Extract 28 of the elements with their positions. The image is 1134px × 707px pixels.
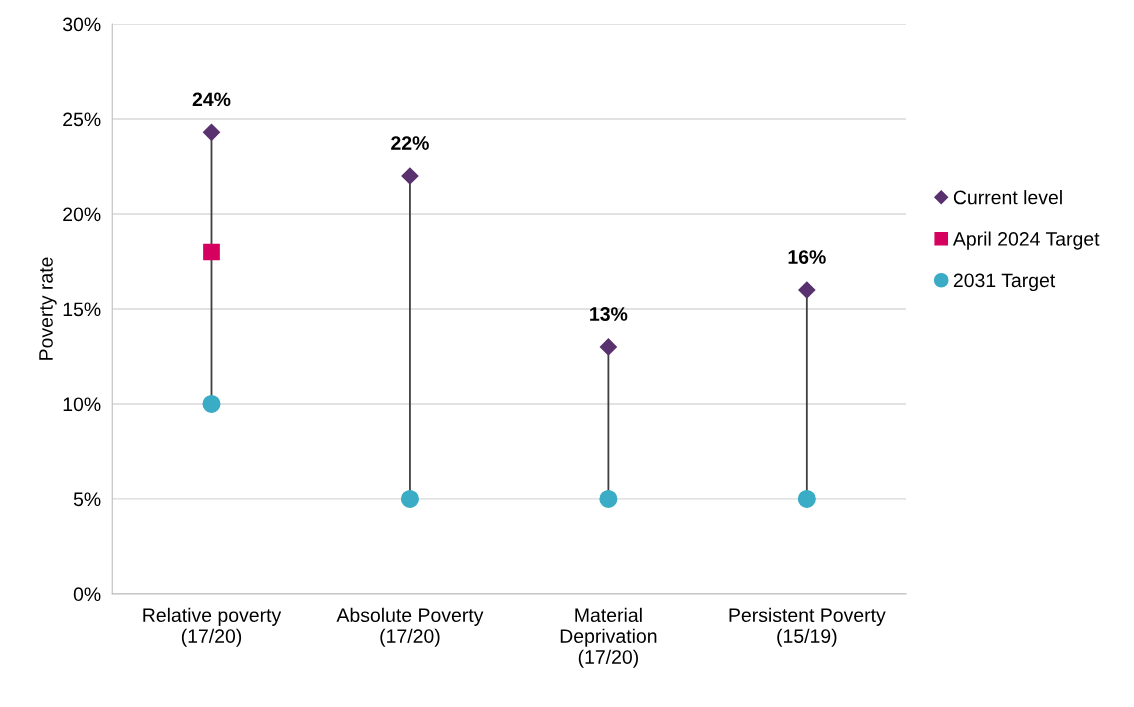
point: [203, 243, 220, 261]
point: [798, 281, 816, 299]
y-axis-title: Poverty rate: [39, 257, 57, 360]
point: [599, 338, 617, 356]
y-tick-label: 5%: [73, 492, 101, 507]
y-tick-label: 15%: [63, 302, 101, 317]
point: [202, 123, 221, 141]
data-label: 13%: [590, 307, 628, 321]
data-label: 22%: [391, 136, 429, 150]
data-label: 24%: [192, 92, 231, 107]
legend-label: Current level: [953, 190, 1062, 205]
y-tick-label: 25%: [63, 112, 101, 127]
point: [797, 489, 816, 508]
y-tick-label: 0%: [73, 587, 101, 602]
point: [599, 489, 618, 508]
x-tick-label: Persistent Poverty (15/19): [729, 607, 886, 647]
x-tick-label: Absolute Poverty (17/20): [336, 607, 484, 647]
x-tick-label: Relative poverty (17/20): [143, 607, 282, 647]
legend-label: April 2024 Target: [952, 231, 1100, 250]
point: [400, 489, 419, 508]
x-tick-label: Material Deprivation (17/20): [560, 607, 657, 668]
data-label: 16%: [788, 250, 826, 264]
y-tick-label: 10%: [63, 397, 101, 412]
point: [401, 167, 419, 185]
y-tick-label: 20%: [63, 207, 101, 222]
y-tick-label: 30%: [62, 17, 101, 32]
point: [202, 394, 221, 413]
legend-label: 2031 Target: [953, 273, 1056, 292]
